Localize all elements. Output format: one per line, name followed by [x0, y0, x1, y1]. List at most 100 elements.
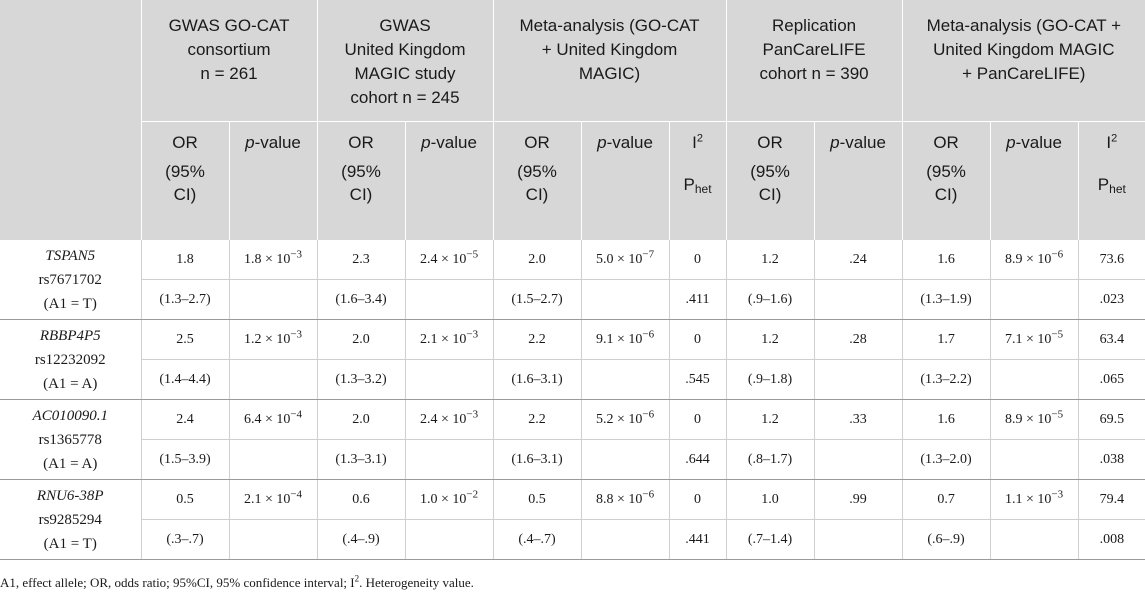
value-text: 1.2 × 10 [243, 331, 291, 347]
ci-cell: (.8–1.7) [725, 439, 815, 480]
ci-line: (95% [341, 162, 381, 181]
exponent: −3 [466, 407, 479, 420]
or-header: OR [492, 121, 582, 160]
subheader-row: OR p-value OR p-value OR p-value I2 OR p-value OR… [0, 121, 1145, 240]
value-cell: 0 [668, 399, 727, 440]
ci-cell: (.3–.7) [140, 519, 229, 560]
ci-cell: (1.3–3.1) [316, 439, 406, 480]
ci-cell: (.4–.9) [316, 519, 406, 560]
value-text: .28 [849, 331, 867, 347]
ci-cell: (.7–1.4) [725, 519, 815, 560]
p-italic: p [245, 132, 255, 152]
exponent: −3 [290, 327, 303, 340]
gene-name: TSPAN5 [45, 247, 96, 264]
exponent: −3 [290, 247, 303, 260]
ci-cell: (1.4–4.4) [140, 359, 229, 400]
value-cell: 7.1 × 10−5 [989, 319, 1079, 360]
value-cell: 69.5 [1077, 399, 1145, 440]
ci-cell [813, 439, 903, 480]
ci-cell [228, 439, 318, 480]
value-cell: 2.1 × 10−3 [404, 319, 494, 360]
effect-allele: (A1 = A) [43, 375, 98, 392]
exponent: −3 [466, 327, 479, 340]
value-text: 2.0 [352, 331, 370, 347]
ci-cell [580, 519, 670, 560]
ci-header: (95% CI) [492, 160, 582, 240]
ci-cell: (1.3–1.9) [901, 279, 991, 320]
ci-cell [580, 279, 670, 320]
value-cell: 2.2 [492, 319, 582, 360]
group-header-meta-analysis: Meta-analysis (GO-CAT + United Kingdom M… [492, 0, 727, 122]
value-text: 0 [694, 491, 702, 507]
value-text: 1.0 [761, 491, 779, 507]
table-body: TSPAN5 rs7671702 (A1 = T) 1.8 1.8 × 10−3 2.3 2… [0, 240, 1145, 560]
snp-id: rs7671702 [38, 271, 102, 288]
ci-cell [404, 359, 494, 400]
value-cell: 2.5 [140, 319, 229, 360]
snp-cell: RNU6-38P rs9285294 (A1 = T) [0, 479, 141, 560]
value-text: 2.2 [528, 411, 546, 427]
ci-cell: (1.3–2.2) [901, 359, 991, 400]
value-cell: 9.1 × 10−6 [580, 319, 670, 360]
i-superscript: 2 [696, 131, 703, 144]
value-text: 8.9 × 10 [1005, 411, 1052, 427]
ci-cell [404, 439, 494, 480]
or-header: OR [901, 121, 991, 160]
value-text: 0.5 [176, 491, 194, 507]
value-cell: 2.1 × 10−4 [228, 479, 318, 520]
value-cell: 2.4 × 10−5 [404, 240, 494, 280]
snp-id: rs1365778 [38, 431, 102, 448]
p-value-header: p-value [404, 121, 494, 240]
value-cell: 1.0 [725, 479, 815, 520]
group-header-gocat: GWAS GO-CAT consortium n = 261 [140, 0, 318, 122]
exponent: −5 [466, 247, 479, 260]
value-cell: 63.4 [1077, 319, 1145, 360]
value-text: 1.6 [937, 251, 955, 267]
value-text: 0.7 [937, 491, 955, 507]
exponent: −6 [642, 487, 655, 500]
i-letter: I [1106, 132, 1112, 152]
value-cell: .28 [813, 319, 903, 360]
table-row: RBBP4P5 rs12232092 (A1 = A) 2.5 1.2 × 10−3 2.… [0, 319, 1145, 400]
footnote-text-end: . Heterogeneity value. [359, 575, 474, 590]
p-rest: -value [254, 132, 301, 152]
value-text: 1.1 × 10 [1005, 491, 1052, 507]
value-cell: 0.5 [492, 479, 582, 520]
group-line: PanCareLIFE [762, 40, 866, 59]
value-cell: 73.6 [1077, 240, 1145, 280]
value-text: 1.8 [176, 251, 194, 267]
ci-cell: (1.6–3.4) [316, 279, 406, 320]
value-text: 5.0 × 10 [595, 251, 643, 267]
phet-subscript: het [1109, 182, 1126, 196]
ci-cell: .411 [668, 279, 727, 320]
value-text: 0 [694, 251, 702, 267]
group-line: MAGIC study [354, 64, 456, 83]
value-text: 2.0 [528, 251, 546, 267]
ci-cell [989, 359, 1079, 400]
phet-subscript: het [694, 182, 712, 196]
ci-line: (95% [517, 162, 557, 181]
group-line: + United Kingdom [541, 40, 678, 59]
ci-cell [813, 359, 903, 400]
value-text: 73.6 [1099, 251, 1125, 267]
exponent: −7 [642, 247, 655, 260]
p-rest: -value [1015, 132, 1062, 152]
value-text: 5.2 × 10 [595, 411, 643, 427]
value-text: .33 [849, 411, 867, 427]
group-line: United Kingdom [344, 40, 466, 59]
i-superscript: 2 [1111, 131, 1118, 144]
value-cell: .99 [813, 479, 903, 520]
gene-name: RBBP4P5 [39, 327, 101, 344]
p-rest: -value [606, 132, 653, 152]
phet-header: Phet [1077, 160, 1145, 240]
table-row-ci: (1.3–2.7) (1.6–3.4) (1.5–2.7) .411 (.9–1.6) (… [0, 279, 1145, 320]
ci-cell [580, 359, 670, 400]
ci-cell: .038 [1077, 439, 1145, 480]
value-text: 2.0 [352, 411, 370, 427]
group-line: GWAS [379, 16, 431, 35]
value-text: 0 [694, 331, 702, 347]
table-row: RNU6-38P rs9285294 (A1 = T) 0.5 2.1 × 10−4 0.… [0, 479, 1145, 560]
value-cell: 6.4 × 10−4 [228, 399, 318, 440]
value-text: 0.6 [352, 491, 370, 507]
snp-id: rs12232092 [34, 351, 106, 368]
